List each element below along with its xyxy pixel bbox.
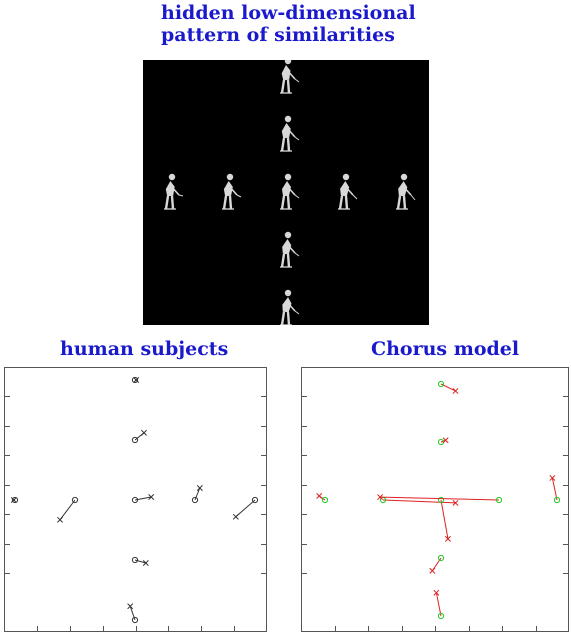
golfer-figure-icon [280,173,300,210]
true-point [131,616,139,624]
golfer-figure-icon [396,173,416,210]
estimated-point [445,535,451,542]
true-point [495,496,503,504]
chorus-model-title: Chorus model [371,338,520,360]
plot-frame [301,367,569,632]
estimated-point [148,494,155,500]
displacement-line [440,499,449,539]
true-point [437,496,445,504]
true-point [11,496,19,504]
top-title: hidden low-dimensional pattern of simila… [161,2,416,46]
golfer-figure-icon [222,173,242,210]
true-point [437,554,445,562]
golfer-figure-icon [280,115,300,152]
displacement-line [235,499,256,518]
chorus-model-plot [301,367,569,632]
true-point [131,376,139,384]
displacement-line [380,496,500,501]
displacement-line [551,477,558,501]
golfer-figure-icon [280,57,300,94]
true-point [131,436,139,444]
estimated-point [142,560,149,566]
displacement-line [194,487,201,501]
human-subjects-plot [4,367,267,632]
estimated-point [549,475,556,481]
true-point [131,496,139,504]
true-point [71,496,79,504]
estimated-point [10,497,17,503]
displacement-line [59,499,76,521]
figure-grid-svg [164,57,416,326]
displacement-line [134,559,146,564]
estimated-point [429,567,436,574]
golfer-figure-icon [164,173,184,210]
estimated-point [452,388,459,394]
estimated-point [141,429,147,436]
displacement-line [382,499,456,504]
golfer-figure-icon [280,231,300,268]
figure-grid-panel [143,57,429,326]
estimated-point [232,513,239,520]
estimated-point [57,516,63,523]
displacement-line [435,592,442,617]
true-point [131,556,139,564]
estimated-point [452,499,459,506]
estimated-point [316,492,323,499]
golfer-figure-icon [280,289,300,326]
estimated-point [127,603,134,610]
human-subjects-title: human subjects [60,338,229,360]
estimated-point [442,437,449,444]
estimated-point [377,494,384,501]
true-point [553,496,561,504]
golfer-figure-icon [338,173,358,210]
estimated-point [196,485,203,491]
top-title-line1: hidden low-dimensional [161,2,416,24]
estimated-point [433,589,440,596]
true-point [191,496,199,504]
estimated-point [133,377,140,383]
top-title-line2: pattern of similarities [161,24,395,46]
true-point [251,496,259,504]
true-point [321,496,329,504]
true-point [437,380,445,388]
true-point [437,612,445,620]
